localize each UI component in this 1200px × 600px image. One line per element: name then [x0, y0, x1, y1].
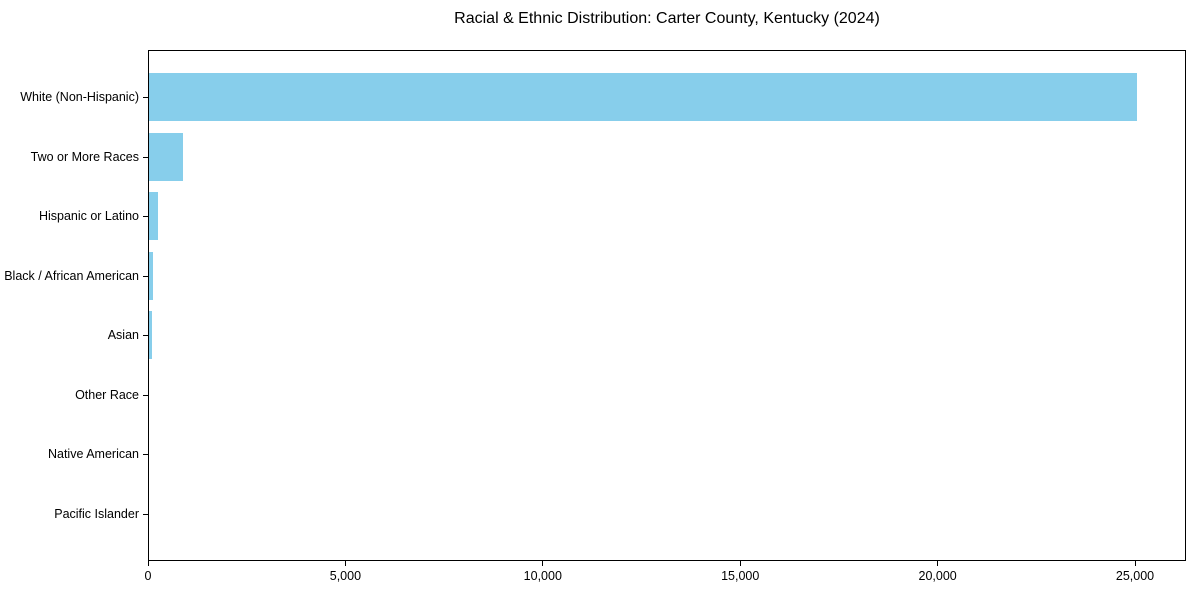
chart-title: Racial & Ethnic Distribution: Carter Cou… [454, 10, 880, 27]
category-label: Black / African American [4, 268, 139, 283]
x-tick-label: 20,000 [918, 569, 957, 583]
bar [148, 192, 158, 241]
category-label: Two or More Races [30, 149, 139, 164]
y-tick-mark [143, 394, 148, 396]
y-tick-mark [143, 156, 148, 158]
category-label: Hispanic or Latino [38, 209, 139, 224]
y-tick-mark [143, 513, 148, 515]
category-label: White (Non-Hispanic) [20, 90, 139, 105]
x-tick-mark [344, 561, 346, 566]
y-tick-mark [143, 454, 148, 456]
x-tick-label: 0 [144, 569, 152, 583]
x-tick-label: 15,000 [721, 569, 760, 583]
bar [148, 430, 149, 479]
category-label: Other Race [75, 387, 139, 402]
category-label: Native American [47, 447, 139, 462]
x-tick-label: 10,000 [523, 569, 562, 583]
x-tick-mark [937, 561, 939, 566]
x-tick-mark [147, 561, 149, 566]
bar [148, 370, 150, 419]
x-tick-label: 5,000 [329, 569, 362, 583]
y-tick-mark [143, 275, 148, 277]
bar [148, 251, 153, 300]
plot-frame [148, 50, 1186, 561]
category-label: Pacific Islander [54, 506, 139, 521]
y-tick-mark [143, 97, 148, 99]
plot-area: White (Non-Hispanic) Two or More Races His… [4, 50, 1186, 583]
bar [148, 73, 1137, 122]
x-tick-mark [739, 561, 741, 566]
y-tick-mark [143, 335, 148, 337]
x-tick-mark [1134, 561, 1136, 566]
category-label: Asian [107, 328, 139, 343]
bar [148, 311, 153, 360]
bar [148, 132, 183, 181]
x-tick-label: 25,000 [1115, 569, 1155, 583]
x-tick-mark [542, 561, 544, 566]
y-tick-mark [143, 216, 148, 218]
